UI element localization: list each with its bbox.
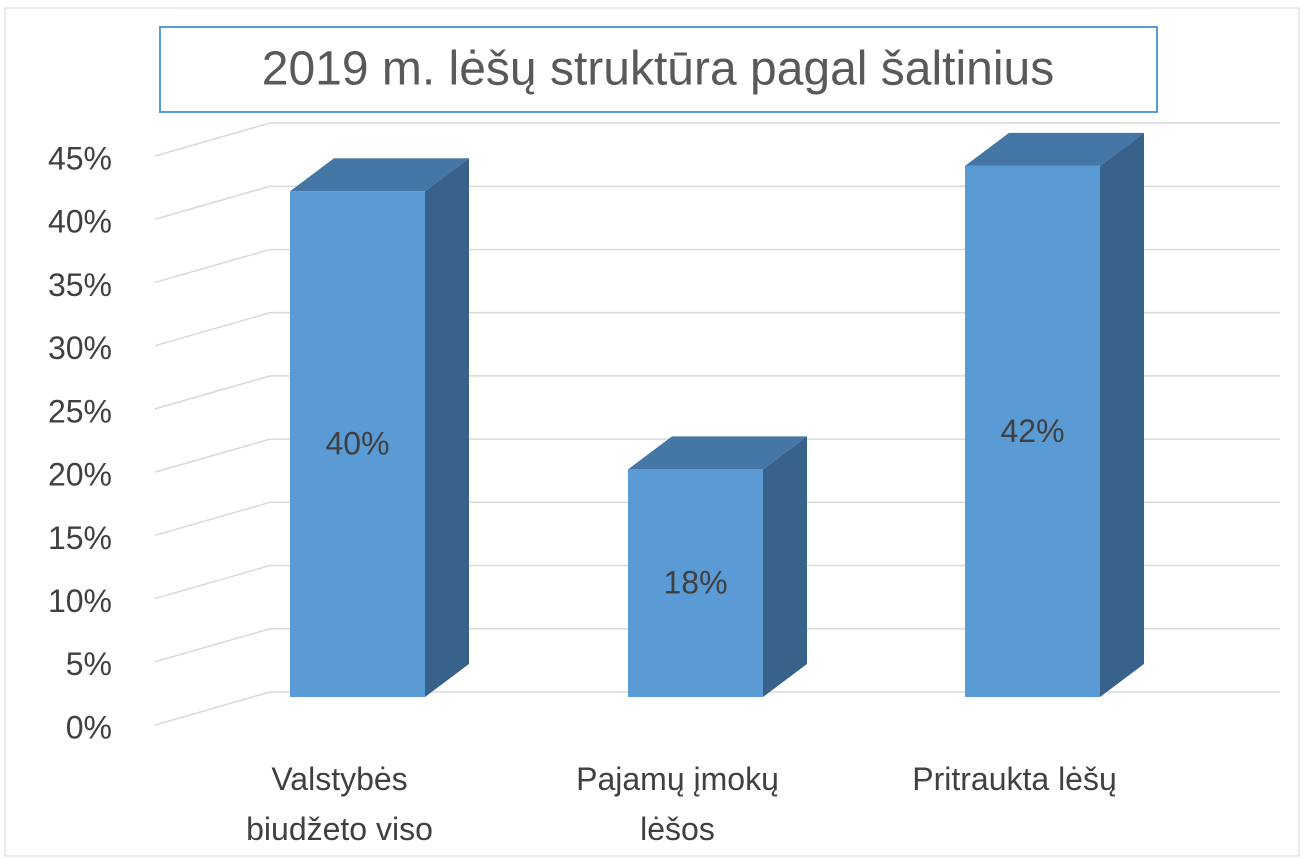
y-tick-label: 15%: [48, 520, 112, 556]
value-label: 18%: [663, 565, 727, 601]
grid-line: [154, 248, 1280, 284]
grid-line: [154, 628, 1280, 663]
grid-line: [154, 375, 1280, 410]
chart-border: [4, 7, 1300, 857]
y-tick-label: 25%: [48, 393, 112, 429]
bar: [628, 469, 763, 697]
grid-line: [154, 691, 1280, 726]
title-box: [159, 26, 1158, 113]
bar-side: [425, 158, 469, 697]
grid-line: [154, 438, 1280, 473]
x-tick-label: Pritraukta lėšų: [912, 761, 1117, 797]
value-label: 40%: [325, 426, 389, 462]
bar-top: [628, 436, 807, 470]
bar-top: [290, 158, 469, 192]
bar: [965, 165, 1100, 697]
bar: [290, 191, 425, 697]
grid-line: [154, 122, 1280, 157]
y-tick-label: 0%: [66, 709, 112, 745]
grid-line: [154, 564, 1280, 600]
bar-side: [763, 436, 807, 697]
x-tick-label: Pajamų įmokų lėšos: [576, 761, 779, 847]
y-tick-label: 10%: [48, 583, 112, 619]
x-tick-label: Valstybės biudžeto viso: [246, 761, 433, 847]
grid-line: [154, 311, 1280, 347]
grid-line: [154, 185, 1280, 220]
bar-side: [1100, 132, 1144, 697]
y-tick-label: 45%: [48, 140, 112, 176]
bar-top: [965, 132, 1144, 166]
value-label: 42%: [1000, 413, 1064, 449]
chart-title: 2019 m. lėšų struktūra pagal šaltinius: [262, 43, 1054, 96]
y-tick-label: 30%: [48, 330, 112, 366]
y-tick-label: 40%: [48, 204, 112, 240]
y-tick-label: 20%: [48, 457, 112, 493]
y-tick-label: 5%: [66, 646, 112, 682]
grid-line: [154, 501, 1280, 537]
y-tick-label: 35%: [48, 267, 112, 303]
